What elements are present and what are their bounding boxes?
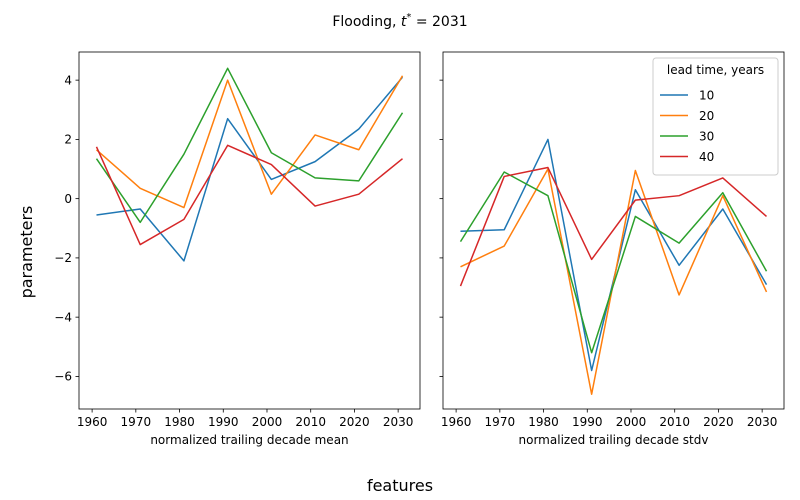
legend-box — [652, 57, 779, 176]
x-tick-label: 1970 — [121, 415, 152, 429]
y-axis-supertitle: parameters — [17, 206, 36, 299]
panel-2: 1960 1970 1980 1990 2000 2010 2020 2030normaliz… — [439, 51, 785, 447]
series-line-30 — [95, 67, 404, 224]
figure-title: Flooding, t* = 2031 — [332, 12, 467, 30]
x-tick-label: 2030 — [747, 415, 778, 429]
x-axis-supertitle: features — [367, 476, 433, 495]
y-tick-label: 4 — [64, 73, 72, 87]
y-tick-label: −2 — [54, 251, 72, 265]
x-tick-label: 1990 — [572, 415, 603, 429]
x-tick-label: 1990 — [208, 415, 239, 429]
series-line-40 — [95, 144, 403, 246]
legend-title: lead time, years — [667, 63, 764, 77]
x-axis-label: normalized trailing decade mean — [150, 433, 348, 447]
legend-label-20: 20 — [699, 109, 714, 123]
x-tick-label: 1960 — [441, 415, 472, 429]
x-tick-label: 2020 — [703, 415, 734, 429]
title-variable: t — [401, 14, 407, 30]
legend-label-40: 40 — [699, 150, 714, 164]
x-axis-label: normalized trailing decade stdv — [519, 433, 709, 447]
panel-1: 1960 1970 1980 1990 2000 2010 2020 2030 −6 −4 −2 0 2… — [54, 51, 421, 447]
axes-frame — [78, 51, 421, 410]
panels: 1960 1970 1980 1990 2000 2010 2020 2030−6−4−202… — [54, 51, 785, 447]
x-tick-label: 1970 — [485, 415, 516, 429]
title-rest: = 2031 — [411, 14, 467, 30]
y-tick-label: 0 — [64, 192, 72, 206]
series-line-20 — [95, 75, 404, 209]
x-tick-label: 2020 — [339, 415, 370, 429]
y-tick-label: −4 — [54, 310, 72, 324]
x-tick-label: 1980 — [164, 415, 195, 429]
legend-label-10: 10 — [699, 88, 714, 102]
y-tick-label: 2 — [64, 133, 72, 147]
y-tick-label: −6 — [54, 370, 72, 384]
x-tick-label: 2010 — [659, 415, 690, 429]
title-superscript: * — [406, 12, 411, 23]
x-tick-label: 2010 — [295, 415, 326, 429]
x-tick-label: 1960 — [77, 415, 108, 429]
series-line-40 — [459, 166, 768, 287]
legend: lead time, years 10 20 30 40 — [652, 57, 779, 176]
x-tick-label: 1980 — [528, 415, 559, 429]
legend-label-30: 30 — [699, 129, 714, 143]
x-tick-label: 2030 — [383, 415, 414, 429]
x-tick-label: 2000 — [252, 415, 283, 429]
series-line-30 — [459, 171, 768, 354]
series-line-10 — [96, 76, 404, 262]
title-main: Flooding, — [332, 14, 401, 30]
axes-frame — [442, 51, 785, 410]
x-tick-label: 2000 — [616, 415, 647, 429]
series-line-20 — [460, 168, 768, 395]
